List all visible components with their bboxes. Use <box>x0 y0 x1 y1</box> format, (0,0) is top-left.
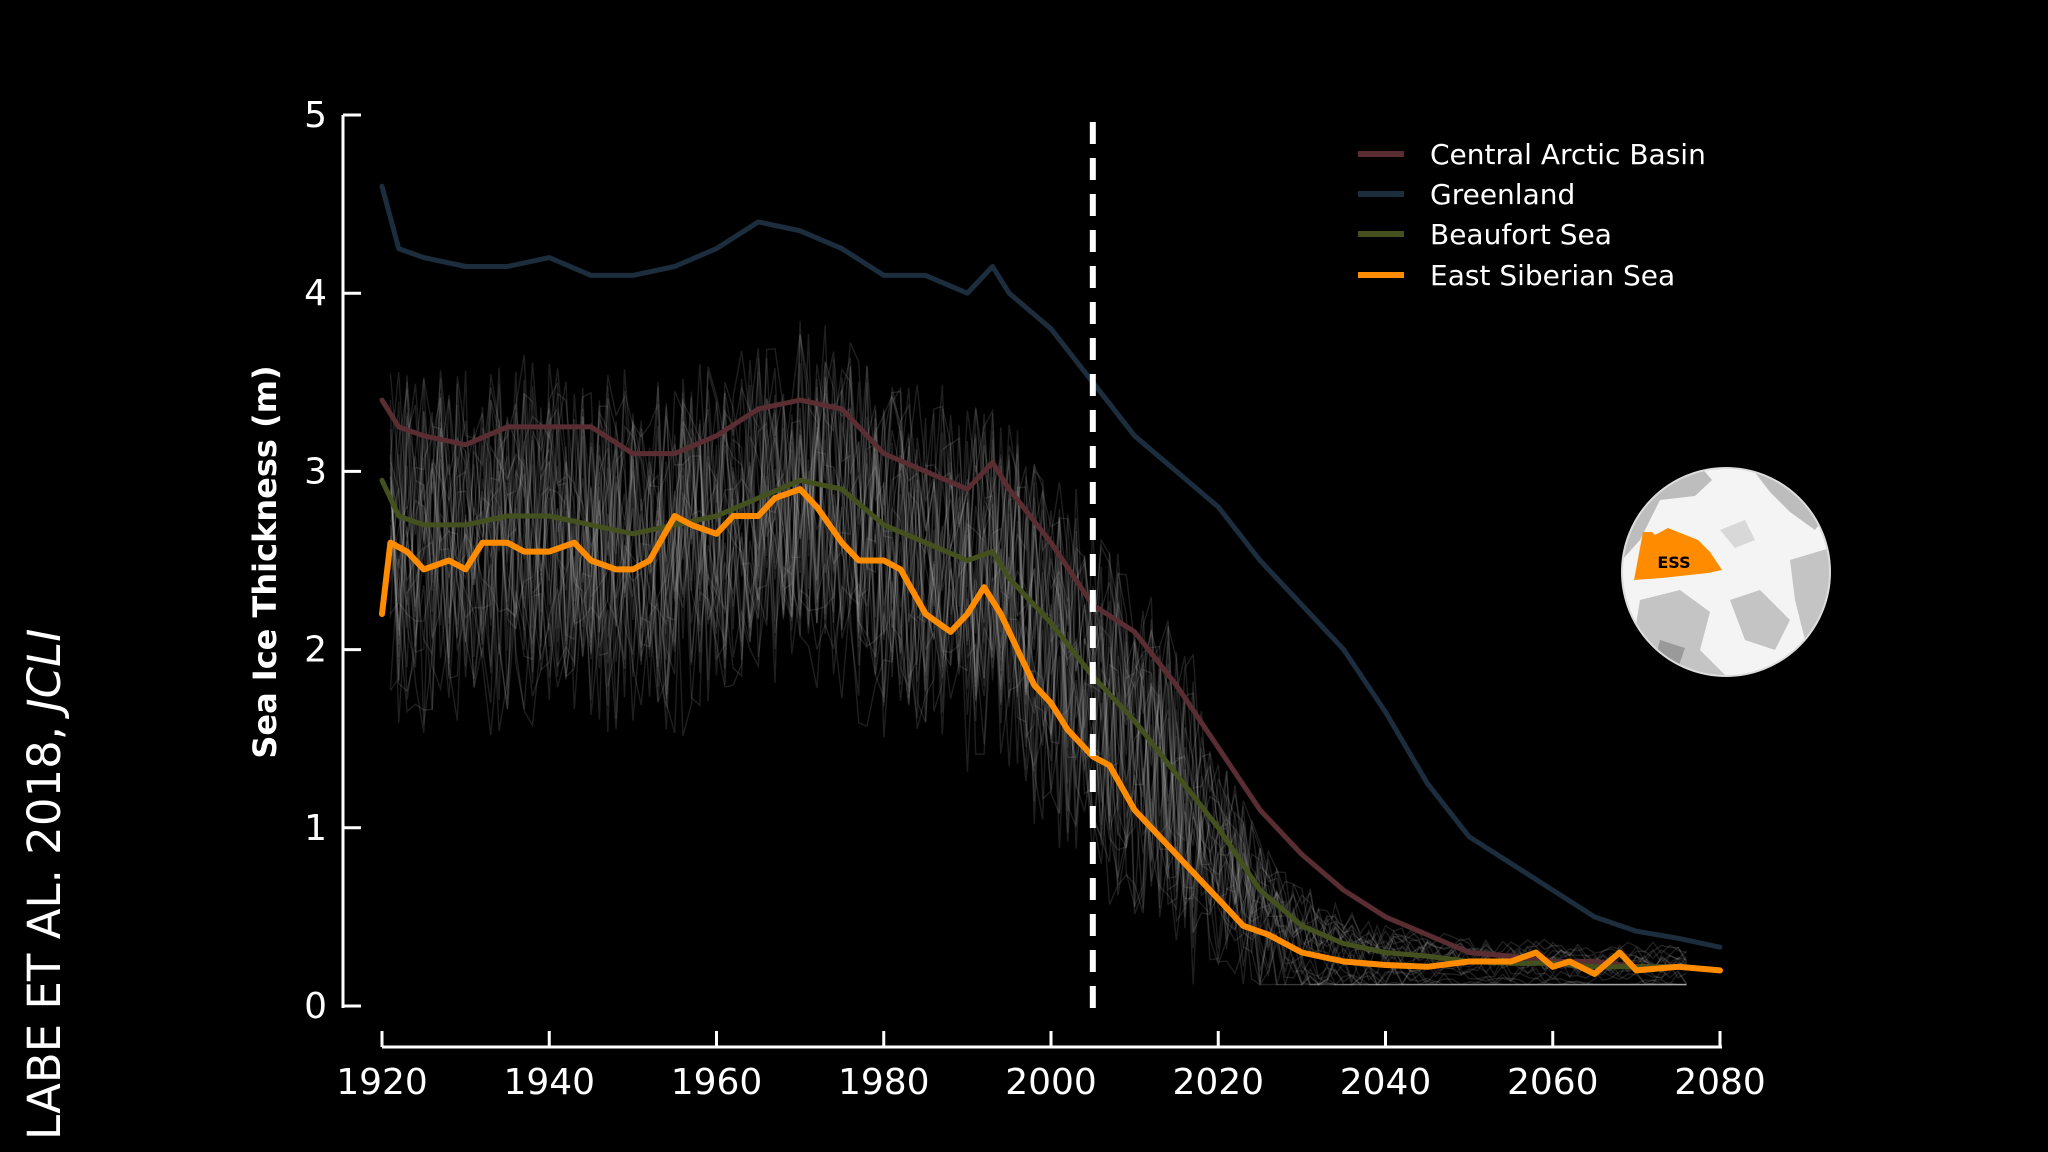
ensemble-member-line <box>389 334 1688 964</box>
series-lines <box>379 183 1723 977</box>
citation-text: LABE ET AL. 2018, JCLI <box>18 629 71 1140</box>
y-tick-label: 4 <box>304 273 327 314</box>
x-tick-label: 2020 <box>1172 1062 1264 1103</box>
x-tick-label: 2040 <box>1340 1062 1432 1103</box>
y-tick-label: 2 <box>304 630 327 671</box>
ensemble-member-line <box>389 415 1687 987</box>
ess-region-highlight <box>1634 528 1722 580</box>
ensemble-member-line <box>389 377 1687 986</box>
series-line-greenland <box>379 183 1723 950</box>
legend-label-central-arctic-basin: Central Arctic Basin <box>1430 138 1706 171</box>
y-tick-label: 3 <box>304 451 327 492</box>
y-axis-title: Sea Ice Thickness (m) <box>246 365 284 758</box>
ensemble-member-line <box>389 397 1687 986</box>
ensemble-member-line <box>389 357 1688 985</box>
ensemble-member-line <box>389 396 1687 986</box>
ensemble-member-line <box>389 399 1687 987</box>
x-tick-label: 1920 <box>336 1062 428 1103</box>
legend-label-greenland: Greenland <box>1430 178 1575 211</box>
ensemble-member-line <box>389 381 1688 986</box>
x-tick-label: 1980 <box>838 1062 930 1103</box>
citation-journal: JCLI <box>18 628 71 712</box>
y-tick-label: 0 <box>304 986 327 1027</box>
ensemble-member-line <box>389 363 1687 972</box>
legend-label-beaufort-sea: Beaufort Sea <box>1430 218 1612 251</box>
ensemble-member-line <box>389 419 1687 986</box>
x-tick-label: 2080 <box>1674 1062 1766 1103</box>
x-tick-label: 2060 <box>1507 1062 1599 1103</box>
ess-map-label: ESS <box>1657 553 1690 572</box>
legend-label-east-siberian-sea: East Siberian Sea <box>1430 259 1675 292</box>
y-tick-label: 5 <box>304 95 327 136</box>
ensemble-member-line <box>389 409 1687 986</box>
x-tick-label: 2000 <box>1005 1062 1097 1103</box>
series-line-central-arctic-basin <box>379 397 1723 973</box>
x-axis-ticks: 1920 1940 1960 1980 2000 2020 2040 2060 2080 <box>336 1031 1766 1103</box>
ensemble-member-line <box>389 365 1688 974</box>
ensemble-member-line <box>389 432 1687 987</box>
y-axis-ticks: 0 1 2 3 4 5 <box>304 95 361 1027</box>
x-tick-label: 1940 <box>503 1062 595 1103</box>
citation-authors: LABE ET AL. 2018, <box>18 711 71 1140</box>
legend: Central Arctic Basin Greenland Beaufort Se… <box>1358 138 1706 292</box>
inset-arctic-map: ESS <box>1621 467 1831 677</box>
y-tick-label: 1 <box>304 808 327 849</box>
ensemble-member-line <box>389 364 1687 986</box>
ensemble-member-line <box>389 422 1687 986</box>
ensemble-member-lines <box>389 320 1688 987</box>
ensemble-member-line <box>389 320 1687 958</box>
ensemble-member-line <box>389 347 1687 971</box>
ensemble-member-line <box>389 363 1687 987</box>
ensemble-member-line <box>389 393 1687 986</box>
x-tick-label: 1960 <box>671 1062 763 1103</box>
series-line-east-siberian-sea <box>379 486 1723 977</box>
ensemble-member-line <box>389 366 1687 979</box>
